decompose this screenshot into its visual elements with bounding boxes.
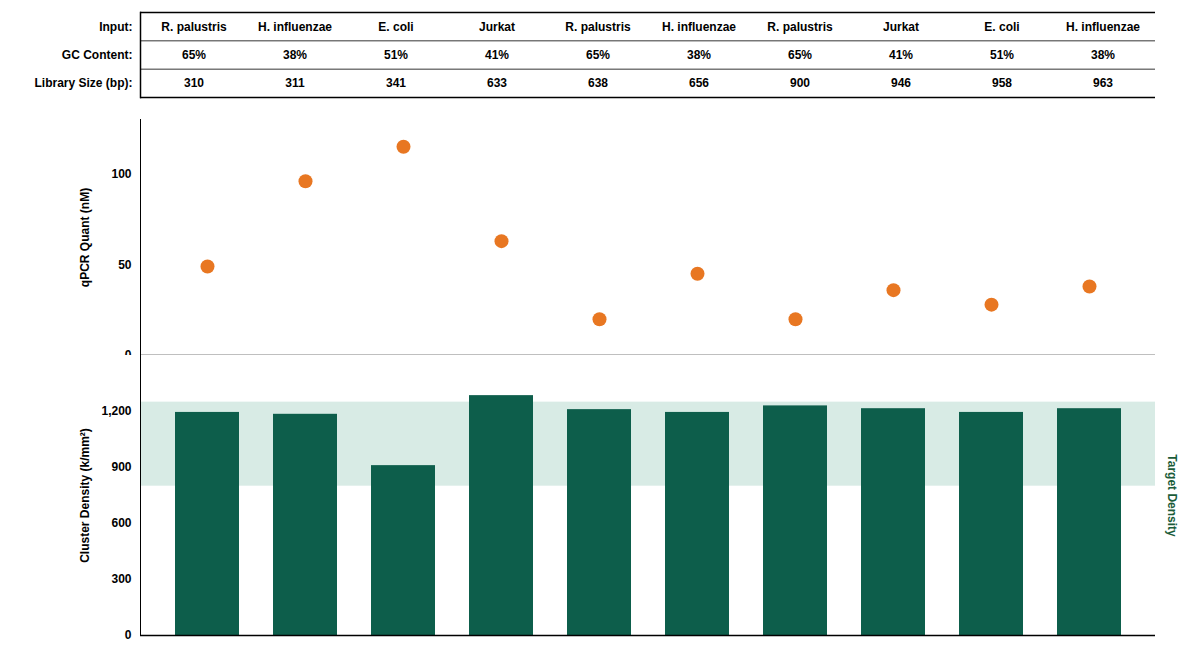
svg-text:65%: 65%	[586, 48, 610, 62]
svg-text:H. influenzae: H. influenzae	[662, 20, 736, 34]
svg-text:0: 0	[125, 628, 132, 642]
svg-text:633: 633	[487, 76, 507, 90]
svg-text:900: 900	[111, 460, 131, 474]
svg-text:38%: 38%	[687, 48, 711, 62]
svg-text:Jurkat: Jurkat	[479, 20, 515, 34]
svg-text:310: 310	[184, 76, 204, 90]
svg-text:311: 311	[285, 76, 305, 90]
svg-text:600: 600	[111, 516, 131, 530]
svg-text:Cluster Density (k/mm²): Cluster Density (k/mm²)	[78, 428, 92, 563]
svg-text:958: 958	[992, 76, 1012, 90]
svg-text:Library Size (bp):: Library Size (bp):	[34, 76, 132, 90]
svg-text:0: 0	[125, 348, 132, 355]
svg-text:E. coli: E. coli	[378, 20, 413, 34]
svg-text:Target Density: Target Density	[1165, 454, 1179, 537]
svg-text:900: 900	[790, 76, 810, 90]
svg-text:65%: 65%	[182, 48, 206, 62]
svg-text:41%: 41%	[889, 48, 913, 62]
svg-text:H. influenzae: H. influenzae	[1066, 20, 1140, 34]
svg-text:41%: 41%	[485, 48, 509, 62]
svg-text:638: 638	[588, 76, 608, 90]
svg-text:1,200: 1,200	[101, 404, 131, 418]
svg-text:E. coli: E. coli	[984, 20, 1019, 34]
svg-text:51%: 51%	[384, 48, 408, 62]
svg-text:Input:: Input:	[99, 20, 132, 34]
svg-text:38%: 38%	[283, 48, 307, 62]
svg-text:H. influenzae: H. influenzae	[258, 20, 332, 34]
svg-text:300: 300	[111, 572, 131, 586]
svg-text:R. palustris: R. palustris	[767, 20, 833, 34]
svg-text:R. palustris: R. palustris	[161, 20, 227, 34]
svg-text:R. palustris: R. palustris	[565, 20, 631, 34]
svg-text:100: 100	[111, 167, 131, 181]
svg-text:Jurkat: Jurkat	[883, 20, 919, 34]
svg-text:GC Content:: GC Content:	[62, 48, 133, 62]
svg-text:656: 656	[689, 76, 709, 90]
svg-text:qPCR Quant (nM): qPCR Quant (nM)	[78, 188, 92, 287]
svg-text:51%: 51%	[990, 48, 1014, 62]
svg-text:38%: 38%	[1091, 48, 1115, 62]
svg-text:50: 50	[118, 258, 132, 272]
svg-text:341: 341	[386, 76, 406, 90]
svg-text:65%: 65%	[788, 48, 812, 62]
svg-text:946: 946	[891, 76, 911, 90]
svg-text:963: 963	[1093, 76, 1113, 90]
